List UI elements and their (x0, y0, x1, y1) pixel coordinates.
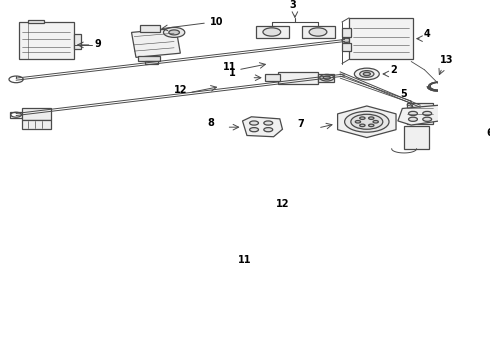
Circle shape (164, 27, 185, 37)
Circle shape (320, 75, 334, 81)
Text: 12: 12 (174, 85, 188, 95)
Text: 6: 6 (487, 128, 490, 138)
Text: 11: 11 (223, 62, 237, 72)
Circle shape (249, 121, 259, 125)
Bar (10, 112, 23, 118)
Bar (476, 111, 490, 125)
Polygon shape (338, 106, 396, 138)
Bar (27, 20, 44, 23)
Circle shape (355, 121, 361, 123)
Circle shape (368, 124, 374, 127)
Circle shape (360, 124, 365, 127)
Text: 11: 11 (238, 255, 251, 265)
Text: 5: 5 (400, 89, 407, 99)
Circle shape (423, 117, 432, 121)
Bar (318, 73, 334, 82)
Text: 2: 2 (390, 65, 396, 75)
Text: 12: 12 (276, 199, 290, 209)
Circle shape (323, 76, 330, 79)
Bar (256, 26, 289, 38)
Text: 13: 13 (440, 55, 453, 65)
Circle shape (264, 121, 273, 125)
Bar (145, 61, 158, 64)
Bar (302, 26, 335, 38)
Bar (407, 103, 434, 124)
Circle shape (409, 117, 417, 121)
Circle shape (169, 30, 179, 35)
Text: 1: 1 (229, 68, 236, 78)
Bar (404, 126, 429, 149)
Polygon shape (398, 105, 445, 125)
Circle shape (360, 71, 374, 77)
Circle shape (423, 111, 432, 116)
Circle shape (373, 121, 378, 123)
Circle shape (249, 127, 259, 132)
Bar (19, 22, 74, 59)
Text: 3: 3 (290, 0, 296, 10)
Circle shape (263, 28, 281, 36)
Circle shape (264, 127, 273, 132)
Polygon shape (131, 28, 180, 57)
Circle shape (309, 28, 327, 36)
Circle shape (354, 68, 379, 80)
Text: 10: 10 (210, 17, 223, 27)
Bar (23, 108, 51, 120)
Circle shape (368, 117, 374, 120)
Bar (473, 110, 490, 126)
Circle shape (342, 38, 351, 42)
Bar (278, 72, 318, 84)
Circle shape (409, 111, 417, 116)
Text: 8: 8 (207, 118, 214, 128)
Circle shape (344, 111, 389, 132)
Bar (138, 56, 160, 61)
Bar (349, 18, 413, 59)
Circle shape (363, 72, 370, 76)
Bar (342, 28, 351, 37)
Polygon shape (243, 117, 282, 137)
Text: 4: 4 (424, 30, 430, 39)
Bar (23, 120, 51, 129)
Text: 7: 7 (297, 119, 304, 129)
Bar (141, 25, 160, 32)
Bar (265, 75, 280, 81)
Bar (342, 43, 351, 51)
Circle shape (360, 117, 365, 120)
Text: 9: 9 (94, 39, 101, 49)
Bar (74, 35, 81, 49)
Circle shape (351, 114, 383, 129)
